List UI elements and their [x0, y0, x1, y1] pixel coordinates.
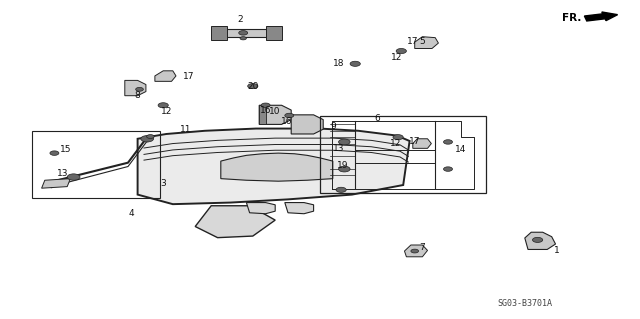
- Polygon shape: [259, 105, 266, 124]
- Circle shape: [339, 139, 350, 145]
- Circle shape: [339, 166, 350, 172]
- Text: 17: 17: [183, 72, 195, 81]
- Circle shape: [50, 151, 59, 155]
- Text: 11: 11: [180, 125, 191, 134]
- Circle shape: [532, 237, 543, 242]
- Text: 12: 12: [161, 107, 172, 116]
- Polygon shape: [138, 129, 410, 204]
- Polygon shape: [525, 232, 556, 249]
- Text: 16: 16: [260, 106, 271, 115]
- Text: 3: 3: [161, 179, 166, 188]
- Circle shape: [411, 249, 419, 253]
- Circle shape: [261, 103, 270, 108]
- Text: 16: 16: [281, 117, 292, 126]
- Polygon shape: [155, 71, 176, 81]
- Polygon shape: [291, 115, 323, 134]
- Text: 14: 14: [455, 145, 467, 154]
- Circle shape: [396, 48, 406, 54]
- Text: 10: 10: [269, 107, 281, 116]
- Circle shape: [141, 136, 154, 142]
- Polygon shape: [221, 153, 333, 181]
- Polygon shape: [404, 245, 428, 257]
- FancyArrow shape: [584, 12, 618, 21]
- Circle shape: [136, 87, 143, 91]
- Polygon shape: [266, 26, 282, 40]
- Circle shape: [393, 135, 403, 140]
- Text: 5: 5: [420, 37, 425, 46]
- Circle shape: [158, 103, 168, 108]
- Text: 17: 17: [407, 37, 419, 46]
- Text: 2: 2: [237, 15, 243, 24]
- Circle shape: [239, 31, 248, 35]
- Text: 8: 8: [135, 91, 140, 100]
- Polygon shape: [211, 26, 227, 40]
- Polygon shape: [195, 206, 275, 238]
- Circle shape: [240, 37, 246, 40]
- Circle shape: [350, 61, 360, 66]
- Text: 15: 15: [60, 145, 71, 154]
- Circle shape: [285, 113, 294, 118]
- Text: 1: 1: [554, 246, 559, 255]
- Circle shape: [444, 167, 452, 171]
- Text: 17: 17: [409, 137, 420, 146]
- Text: 20: 20: [247, 82, 259, 91]
- Text: 12: 12: [391, 53, 403, 62]
- Text: 13: 13: [333, 144, 345, 153]
- Text: 9: 9: [330, 122, 335, 130]
- Polygon shape: [246, 203, 275, 214]
- Circle shape: [336, 187, 346, 192]
- Circle shape: [147, 135, 154, 138]
- Polygon shape: [259, 105, 291, 124]
- Text: FR.: FR.: [562, 12, 581, 23]
- Text: 19: 19: [337, 161, 348, 170]
- Text: SG03-B3701A: SG03-B3701A: [497, 299, 552, 308]
- Circle shape: [248, 84, 258, 89]
- Text: 7: 7: [420, 243, 425, 252]
- Text: 6: 6: [375, 114, 380, 122]
- Text: 12: 12: [390, 139, 401, 148]
- Polygon shape: [415, 37, 438, 48]
- Text: 13: 13: [57, 169, 68, 178]
- Circle shape: [444, 140, 452, 144]
- Text: 18: 18: [333, 59, 345, 68]
- Polygon shape: [218, 29, 269, 37]
- Polygon shape: [42, 179, 70, 188]
- Polygon shape: [125, 80, 146, 96]
- Polygon shape: [285, 203, 314, 214]
- Text: 4: 4: [129, 209, 134, 218]
- Circle shape: [67, 174, 80, 180]
- Polygon shape: [413, 139, 431, 148]
